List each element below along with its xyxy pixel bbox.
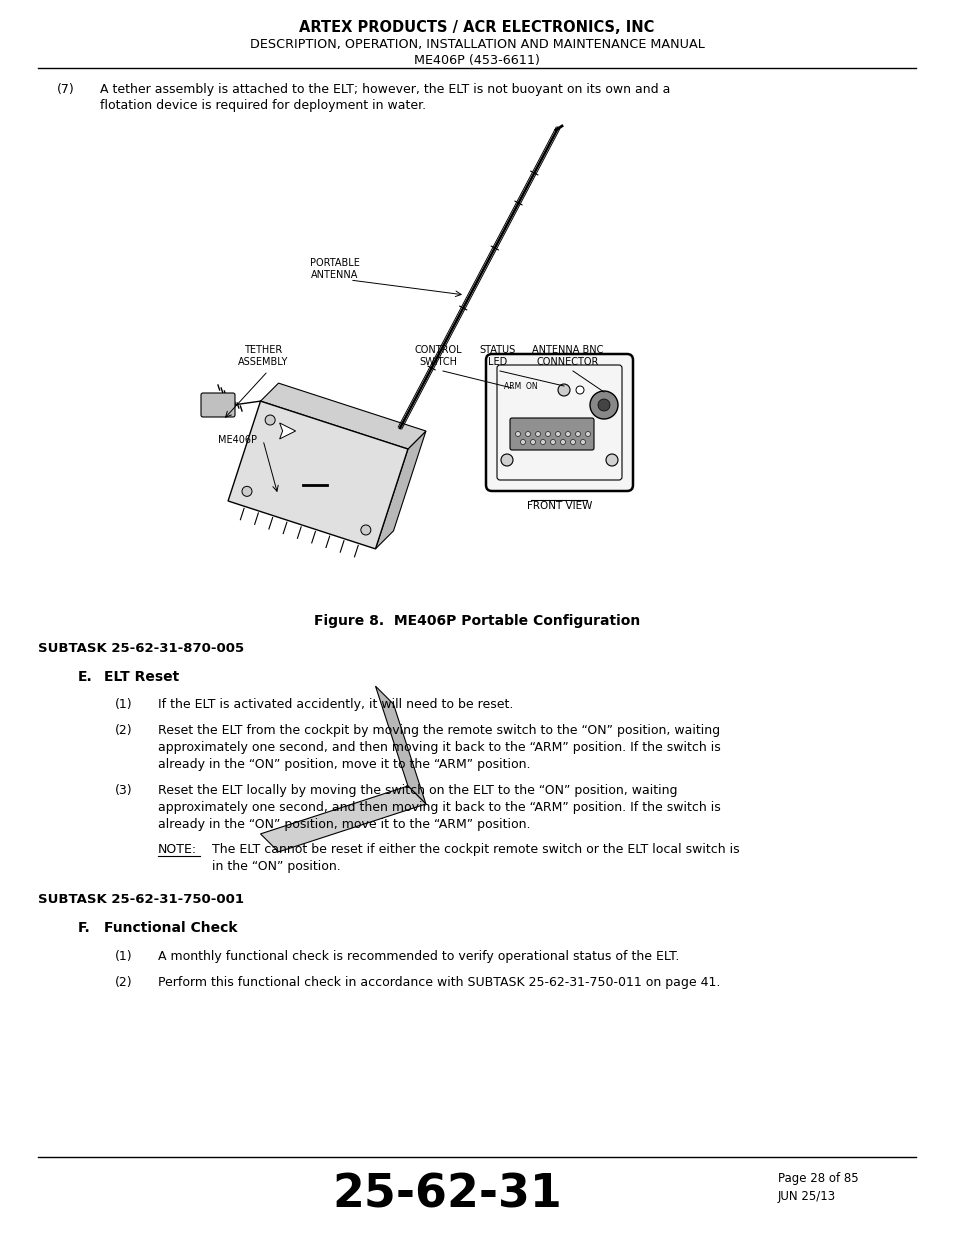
Text: Functional Check: Functional Check — [104, 921, 237, 935]
Text: ARM  ON: ARM ON — [503, 382, 537, 391]
Circle shape — [535, 431, 540, 436]
Text: F.: F. — [78, 921, 91, 935]
Circle shape — [242, 487, 252, 496]
Polygon shape — [375, 431, 425, 548]
Text: (7): (7) — [57, 83, 74, 96]
Text: ELT Reset: ELT Reset — [104, 671, 179, 684]
Circle shape — [550, 440, 555, 445]
Polygon shape — [228, 401, 408, 548]
Circle shape — [558, 384, 569, 396]
Circle shape — [525, 431, 530, 436]
Text: SUBTASK 25-62-31-870-005: SUBTASK 25-62-31-870-005 — [38, 642, 244, 655]
Text: (1): (1) — [115, 698, 132, 711]
Text: NOTE:: NOTE: — [158, 844, 197, 856]
Text: A tether assembly is attached to the ELT; however, the ELT is not buoyant on its: A tether assembly is attached to the ELT… — [100, 83, 670, 112]
Circle shape — [265, 415, 274, 425]
Circle shape — [598, 399, 609, 411]
Circle shape — [500, 454, 513, 466]
Text: ARTEX PRODUCTS / ACR ELECTRONICS, INC: ARTEX PRODUCTS / ACR ELECTRONICS, INC — [299, 20, 654, 35]
Text: The ELT cannot be reset if either the cockpit remote switch or the ELT local swi: The ELT cannot be reset if either the co… — [212, 844, 739, 873]
Text: FRONT VIEW: FRONT VIEW — [526, 501, 592, 511]
Circle shape — [589, 391, 618, 419]
Text: DESCRIPTION, OPERATION, INSTALLATION AND MAINTENANCE MANUAL: DESCRIPTION, OPERATION, INSTALLATION AND… — [250, 38, 703, 51]
Text: CONTROL
SWITCH: CONTROL SWITCH — [414, 345, 461, 367]
Circle shape — [540, 440, 545, 445]
Text: PORTABLE
ANTENNA: PORTABLE ANTENNA — [310, 258, 359, 279]
Text: Page 28 of 85: Page 28 of 85 — [778, 1172, 858, 1186]
Text: ME406P: ME406P — [218, 435, 256, 445]
Circle shape — [585, 431, 590, 436]
Circle shape — [520, 440, 525, 445]
Text: (2): (2) — [115, 976, 132, 989]
Text: If the ELT is activated accidently, it will need to be reset.: If the ELT is activated accidently, it w… — [158, 698, 513, 711]
Polygon shape — [375, 687, 425, 804]
Circle shape — [575, 431, 579, 436]
Circle shape — [530, 440, 535, 445]
Text: E.: E. — [78, 671, 92, 684]
Text: JUN 25/13: JUN 25/13 — [778, 1191, 835, 1203]
Text: (2): (2) — [115, 724, 132, 737]
Text: ME406P (453-6611): ME406P (453-6611) — [414, 54, 539, 67]
Circle shape — [565, 431, 570, 436]
Polygon shape — [260, 785, 425, 852]
Circle shape — [576, 387, 583, 394]
Circle shape — [579, 440, 585, 445]
Text: Perform this functional check in accordance with SUBTASK 25-62-31-750-011 on pag: Perform this functional check in accorda… — [158, 976, 720, 989]
Text: ANTENNA BNC
CONNECTOR: ANTENNA BNC CONNECTOR — [532, 345, 603, 367]
Text: Figure 8.  ME406P Portable Configuration: Figure 8. ME406P Portable Configuration — [314, 614, 639, 629]
FancyBboxPatch shape — [485, 354, 633, 492]
Circle shape — [570, 440, 575, 445]
Circle shape — [515, 431, 520, 436]
FancyBboxPatch shape — [510, 417, 594, 450]
Text: 25-62-31: 25-62-31 — [332, 1172, 561, 1216]
Text: A monthly functional check is recommended to verify operational status of the EL: A monthly functional check is recommende… — [158, 950, 679, 963]
Text: (1): (1) — [115, 950, 132, 963]
Circle shape — [605, 454, 618, 466]
Text: STATUS
LED: STATUS LED — [479, 345, 516, 367]
Circle shape — [555, 431, 560, 436]
Polygon shape — [260, 383, 425, 450]
Circle shape — [545, 431, 550, 436]
Text: (3): (3) — [115, 784, 132, 797]
Text: SUBTASK 25-62-31-750-001: SUBTASK 25-62-31-750-001 — [38, 893, 244, 906]
Circle shape — [560, 440, 565, 445]
Text: TETHER
ASSEMBLY: TETHER ASSEMBLY — [237, 345, 288, 367]
FancyBboxPatch shape — [201, 393, 234, 417]
Text: Reset the ELT locally by moving the switch on the ELT to the “ON” position, wait: Reset the ELT locally by moving the swit… — [158, 784, 720, 831]
Polygon shape — [279, 422, 295, 438]
Text: Reset the ELT from the cockpit by moving the remote switch to the “ON” position,: Reset the ELT from the cockpit by moving… — [158, 724, 720, 771]
Circle shape — [360, 525, 371, 535]
